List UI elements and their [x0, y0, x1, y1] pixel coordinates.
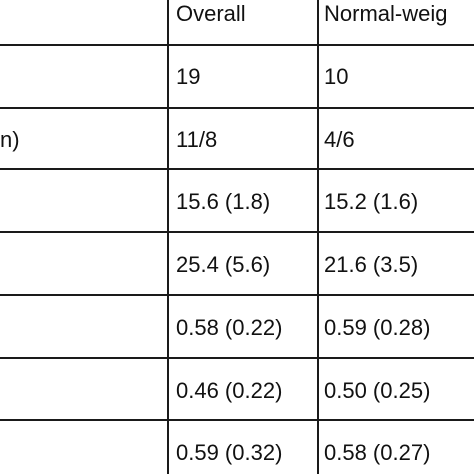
table-cell-overall: 0.58 (0.22) [176, 315, 283, 340]
table-cell-normal-weight: 0.58 (0.27) [324, 440, 431, 465]
row-divider [0, 107, 474, 109]
column-divider [167, 0, 169, 474]
row-divider [0, 168, 474, 170]
table-cell-normal-weight: 4/6 [324, 127, 355, 152]
table-cell-normal-weight: 10 [324, 64, 349, 89]
column-header-normal-weight: Normal-weig [324, 1, 448, 26]
row-divider [0, 231, 474, 233]
table-cell-normal-weight: 0.59 (0.28) [324, 315, 431, 340]
row-divider [0, 44, 474, 46]
table-cell-overall: 11/8 [176, 127, 218, 152]
row-divider [0, 294, 474, 296]
row-divider [0, 357, 474, 359]
column-header-overall: Overall [176, 1, 246, 26]
table-cell-overall: 15.6 (1.8) [176, 189, 271, 214]
table-cell-overall: 19 [176, 64, 201, 89]
column-divider [317, 0, 319, 474]
table-cell-normal-weight: 0.50 (0.25) [324, 378, 431, 403]
row-label: n) [0, 127, 20, 152]
table-cell-overall: 0.59 (0.32) [176, 440, 283, 465]
table-cell-overall: 25.4 (5.6) [176, 252, 271, 277]
row-divider [0, 419, 474, 421]
table-cell-normal-weight: 15.2 (1.6) [324, 189, 419, 214]
table-cell-normal-weight: 21.6 (3.5) [324, 252, 419, 277]
table-cell-overall: 0.46 (0.22) [176, 378, 283, 403]
